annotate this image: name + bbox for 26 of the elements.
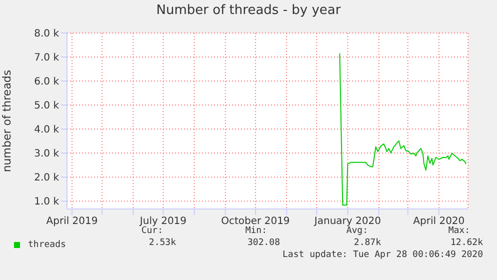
text: Min: [245,226,267,236]
x-tick-label: January 2020 [313,216,381,228]
text: 2.87k [354,238,381,248]
y-tick-label: 6.0 k [34,76,60,88]
y-tick-label: 8.0 k [34,28,60,40]
y-tick-label: 3.0 k [34,148,60,160]
text: Cur: [141,226,163,236]
text: 2.53k [148,238,176,248]
text: Max: [448,226,470,236]
y-tick-label: 5.0 k [34,100,60,112]
legend-label: threads [28,240,66,250]
x-tick-label: April 2019 [46,216,98,228]
x-tick-label: April 2020 [413,216,465,228]
y-tick-label: 2.0 k [34,172,60,184]
text: 12.62k [450,238,483,248]
x-tick-label: July 2019 [138,216,187,228]
text: 302.08 [247,238,280,248]
y-tick-label: 7.0 k [34,52,60,64]
y-tick-label: 4.0 k [34,124,60,136]
y-tick-label: 1.0 k [34,196,60,208]
text: Avg: [346,226,368,236]
text: Last update: Tue Apr 28 00:06:49 2020 [282,250,483,260]
x-tick-label: October 2019 [221,216,290,228]
chart-title: Number of threads - by year [155,3,342,18]
y-axis-title: number of threads [0,70,14,172]
line-series [339,52,466,206]
